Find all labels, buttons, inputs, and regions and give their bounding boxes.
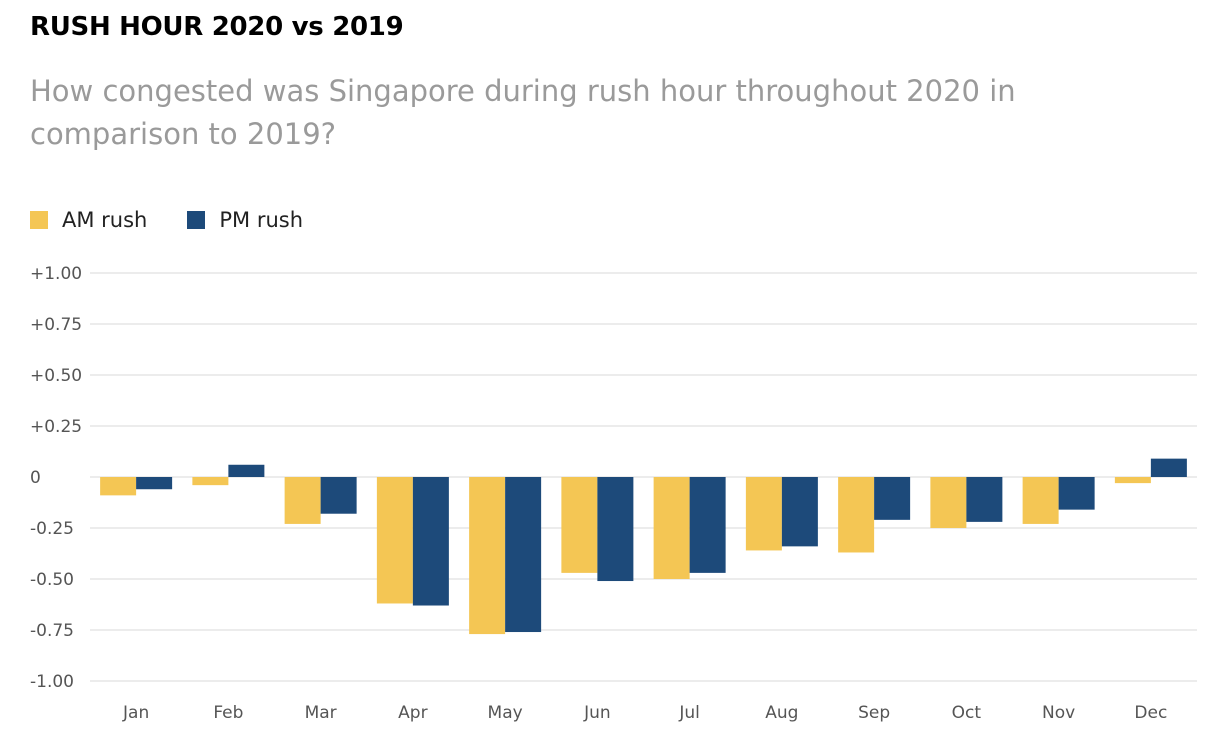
bar-pm-apr: [412, 477, 449, 606]
legend-item-pm: PM rush: [187, 208, 303, 232]
bar-am-feb: [192, 477, 229, 486]
y-tick-label: +1.00: [30, 264, 82, 284]
y-tick-label: 0: [30, 468, 41, 488]
bar-am-jun: [561, 477, 598, 573]
bar-am-jul: [653, 477, 690, 579]
bar-am-jan: [100, 477, 137, 496]
bar-pm-sep: [874, 477, 911, 520]
bar-am-mar: [284, 477, 321, 524]
y-tick-label: -0.75: [30, 621, 74, 641]
bar-pm-nov: [1058, 477, 1095, 510]
bar-pm-oct: [966, 477, 1003, 522]
y-tick-label: +0.50: [30, 366, 82, 386]
bar-am-nov: [1022, 477, 1059, 524]
chart-subtitle: How congested was Singapore during rush …: [30, 74, 1016, 151]
x-tick-label: Jul: [678, 703, 700, 723]
legend-swatch-pm: [187, 211, 206, 229]
bar-pm-jun: [597, 477, 634, 582]
bar-am-aug: [745, 477, 782, 551]
legend-swatch-am: [30, 211, 48, 229]
bar-am-oct: [930, 477, 967, 528]
x-tick-label: Oct: [952, 703, 982, 723]
bar-am-apr: [376, 477, 413, 604]
legend-label-pm: PM rush: [219, 208, 304, 232]
bar-pm-may: [505, 477, 542, 633]
x-tick-label: Nov: [1042, 703, 1075, 723]
bar-pm-feb: [228, 464, 265, 477]
legend-item-am: AM rush: [30, 208, 147, 232]
x-tick-label: Jun: [583, 703, 611, 723]
chart-title: RUSH HOUR 2020 vs 2019: [30, 12, 404, 42]
y-tick-label: -0.50: [30, 570, 74, 590]
y-tick-label: -0.25: [30, 519, 74, 539]
bar-pm-jul: [689, 477, 726, 573]
x-tick-label: Aug: [765, 703, 798, 723]
x-tick-label: May: [488, 703, 523, 723]
bar-pm-jan: [136, 477, 173, 490]
y-tick-label: +0.75: [30, 315, 82, 335]
x-tick-label: Mar: [305, 703, 337, 723]
legend-label-am: AM rush: [62, 208, 148, 232]
y-tick-label: +0.25: [30, 417, 82, 437]
y-tick-label: -1.00: [30, 672, 74, 692]
bar-pm-mar: [320, 477, 357, 514]
legend: AM rush PM rush: [30, 208, 343, 232]
bar-am-sep: [838, 477, 875, 553]
bar-pm-dec: [1150, 458, 1187, 477]
x-tick-label: Feb: [213, 703, 243, 723]
bar-pm-aug: [781, 477, 818, 547]
x-tick-label: Apr: [398, 703, 427, 723]
bar-am-may: [469, 477, 506, 635]
x-tick-label: Jan: [122, 703, 149, 723]
x-tick-label: Dec: [1134, 703, 1167, 723]
bar-am-dec: [1114, 477, 1151, 484]
x-tick-label: Sep: [858, 703, 890, 723]
